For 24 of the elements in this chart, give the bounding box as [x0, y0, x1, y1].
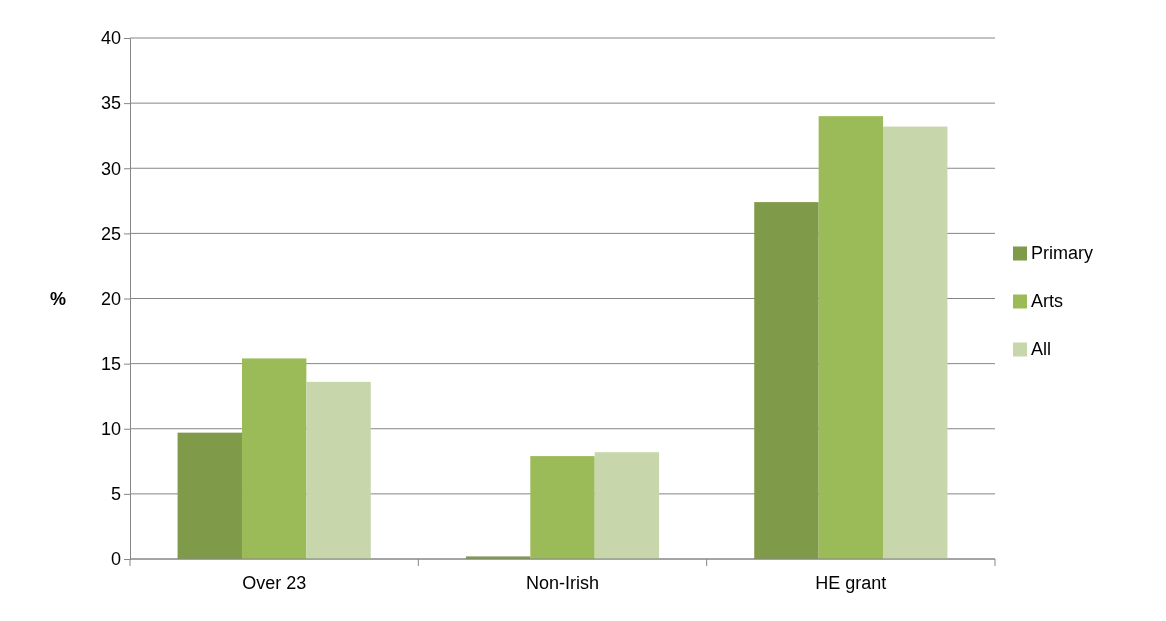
- bar: [883, 126, 948, 559]
- bar: [818, 116, 884, 559]
- bar: [241, 358, 307, 559]
- y-tick-label: 5: [110, 484, 121, 505]
- y-tick-label: 15: [100, 353, 121, 374]
- y-tick-label: 35: [100, 93, 121, 114]
- legend-label: Primary: [1031, 242, 1093, 263]
- y-tick-label: 0: [110, 549, 121, 570]
- y-axis-title: %: [49, 288, 67, 309]
- legend-label: All: [1031, 338, 1052, 359]
- bar: [306, 381, 371, 559]
- y-tick-label: 20: [100, 288, 121, 309]
- bar: [177, 432, 242, 559]
- x-tick-label: Over 23: [242, 573, 307, 593]
- y-tick-label: 10: [100, 419, 121, 440]
- bar: [754, 202, 819, 559]
- x-tick-label: HE grant: [815, 573, 887, 593]
- y-tick-label: 30: [100, 158, 121, 179]
- y-tick-label: 25: [100, 223, 121, 244]
- legend-label: Arts: [1031, 290, 1064, 311]
- bar: [530, 456, 595, 559]
- y-tick-label: 40: [100, 28, 121, 49]
- x-tick-label: Non-Irish: [525, 573, 600, 593]
- bar: [594, 452, 660, 559]
